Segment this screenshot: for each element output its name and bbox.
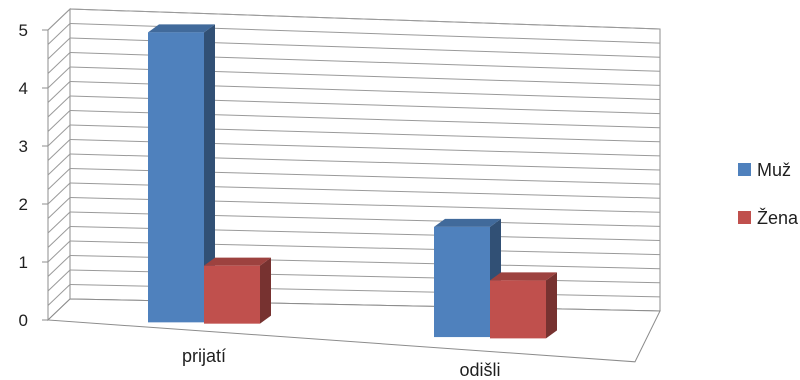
gridline-side (47, 153, 71, 176)
legend-label: Žena (757, 208, 799, 228)
legend-swatch (738, 163, 751, 176)
y-tick-label: 3 (19, 137, 28, 156)
gridline-side (47, 240, 71, 263)
y-tick-label: 2 (19, 195, 28, 214)
gridline-side (47, 168, 71, 190)
gridline-side (47, 124, 71, 147)
bar (148, 24, 215, 323)
bar-front (434, 226, 490, 338)
bar-side (546, 272, 557, 339)
gridline-side (47, 23, 71, 45)
gridline-side (47, 226, 71, 248)
gridline-side (47, 211, 71, 234)
y-axis: 0 1 2 3 4 5 (19, 21, 48, 330)
category-label: odišli (459, 360, 500, 380)
bar-top (204, 257, 271, 266)
gridline-side (47, 81, 71, 103)
category-label: prijatí (182, 346, 226, 366)
gridline-side (47, 182, 71, 205)
bar-top (434, 218, 501, 227)
chart-walls (47, 7, 661, 322)
bar (204, 257, 271, 324)
gridline-side (47, 37, 71, 60)
bar (434, 218, 501, 338)
gridline-side (47, 197, 71, 219)
legend-swatch (738, 211, 751, 224)
y-tick-label: 4 (19, 79, 28, 98)
y-tick-label: 1 (19, 253, 28, 272)
gridline-side (47, 284, 71, 306)
legend: Muž Žena (738, 160, 799, 228)
bars (148, 24, 557, 339)
bar-front (490, 280, 546, 339)
bar-top (148, 24, 215, 33)
bar-side (204, 24, 215, 323)
y-tick-label: 5 (19, 21, 28, 40)
gridline-side (47, 110, 71, 132)
y-tick-label: 0 (19, 311, 28, 330)
gridline-side (47, 52, 71, 74)
gridline-side (47, 8, 71, 31)
gridline-side (47, 66, 71, 89)
gridline (69, 8, 661, 30)
gridline-side (47, 269, 71, 292)
bar (490, 272, 557, 339)
bar-side (260, 257, 271, 324)
gridline-side (47, 139, 71, 161)
legend-label: Muž (757, 160, 791, 180)
gridline-side (47, 255, 71, 277)
bar-front (148, 32, 204, 323)
bar-top (490, 272, 557, 281)
x-axis: prijatí odišli (182, 346, 501, 380)
bar-front (204, 265, 260, 324)
gridline-side (47, 95, 71, 118)
